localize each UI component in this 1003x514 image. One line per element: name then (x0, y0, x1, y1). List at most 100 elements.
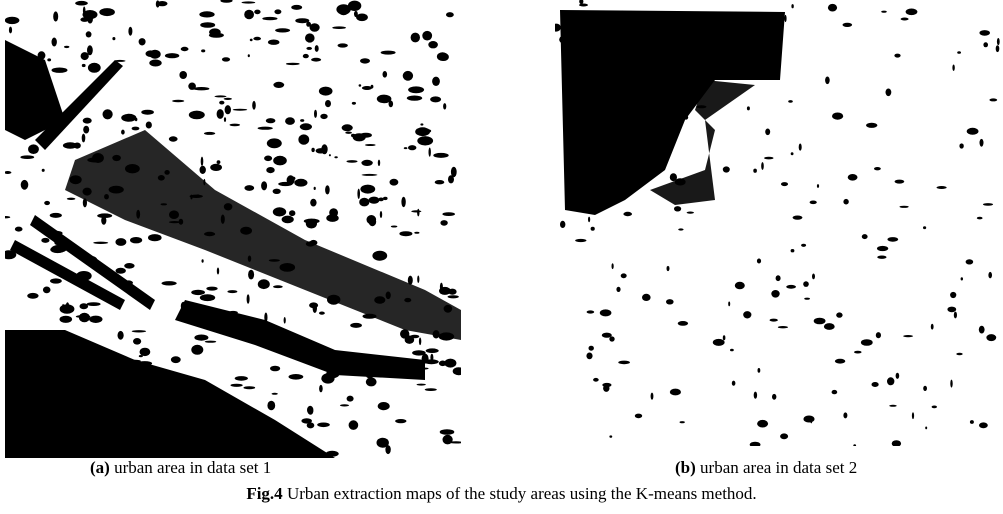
texture-blob (219, 101, 224, 105)
texture-blob (267, 401, 275, 410)
texture-blob (443, 435, 453, 445)
texture-blob (244, 440, 258, 445)
texture-blob (67, 198, 76, 200)
texture-blob (428, 41, 438, 48)
texture-blob (932, 406, 937, 409)
texture-blob (310, 240, 318, 246)
texture-blob (274, 9, 281, 14)
texture-blob (303, 54, 309, 58)
texture-blob (289, 441, 295, 447)
texture-blob (836, 312, 842, 317)
texture-blob (22, 361, 26, 363)
texture-blob (288, 439, 293, 442)
texture-blob (298, 134, 309, 144)
texture-blob (369, 217, 377, 226)
texture-blob (75, 1, 88, 6)
texture-blob (71, 368, 74, 376)
texture-blob (83, 126, 89, 134)
texture-blob (295, 18, 309, 23)
texture-blob (862, 234, 868, 239)
texture-blob (843, 412, 847, 418)
texture-blob (791, 249, 795, 252)
texture-blob (180, 394, 185, 400)
texture-blob (284, 317, 286, 324)
texture-blob (430, 96, 441, 102)
texture-blob (81, 346, 87, 353)
texture-blob (810, 201, 817, 205)
texture-blob (115, 238, 126, 246)
texture-blob (92, 153, 104, 163)
texture-blob (872, 382, 879, 387)
texture-blob (54, 240, 62, 245)
texture-blob (37, 399, 42, 408)
texture-blob (369, 197, 380, 204)
texture-blob (437, 52, 448, 61)
texture-blob (300, 119, 304, 122)
texture-blob (419, 338, 421, 346)
texture-blob (193, 87, 209, 90)
texture-blob (70, 175, 82, 184)
subcaption-label: (a) (90, 458, 110, 477)
texture-blob (253, 37, 261, 41)
texture-blob (112, 155, 121, 161)
texture-blob (825, 77, 830, 85)
texture-blob (214, 95, 226, 97)
texture-blob (651, 393, 654, 400)
texture-blob (854, 351, 862, 354)
texture-blob (27, 293, 38, 299)
texture-blob (132, 127, 140, 131)
texture-blob (200, 22, 215, 28)
texture-blob (20, 155, 34, 159)
texture-blob (876, 332, 881, 338)
texture-blob (319, 385, 323, 392)
texture-blob (290, 177, 296, 181)
texture-blob (956, 353, 962, 356)
texture-blob (415, 127, 430, 136)
texture-blob (225, 434, 230, 440)
texture-blob (164, 170, 169, 175)
texture-blob (758, 368, 761, 373)
texture-blob (269, 259, 280, 262)
texture-blob (206, 287, 217, 291)
figure-label: Fig.4 (246, 484, 282, 503)
texture-blob (128, 27, 132, 36)
texture-blob (440, 429, 455, 435)
texture-blob (743, 311, 751, 318)
texture-blob (268, 40, 280, 45)
texture-blob (374, 296, 385, 304)
texture-blob (866, 123, 877, 128)
texture-blob (83, 188, 92, 196)
texture-blob (408, 86, 424, 93)
texture-blob (801, 244, 806, 247)
texture-blob (316, 148, 326, 153)
texture-blob (776, 275, 781, 281)
texture-blob (764, 157, 773, 160)
texture-blob (446, 12, 454, 17)
texture-blob (791, 152, 794, 155)
texture-blob (124, 280, 133, 285)
texture-blob (129, 360, 141, 363)
texture-blob (342, 124, 353, 131)
texture-blob (581, 201, 591, 207)
texture-blob (372, 251, 387, 261)
texture-blob (285, 117, 295, 125)
texture-blob (425, 388, 437, 391)
texture-blob (399, 231, 412, 236)
page: {"figures": [ {"label": "(a)", "caption"… (0, 0, 1003, 514)
texture-blob (347, 396, 354, 402)
texture-blob (950, 380, 952, 388)
texture-blob (589, 139, 596, 147)
texture-blob (273, 207, 286, 216)
texture-blob (349, 420, 359, 430)
texture-blob (192, 431, 200, 433)
texture-blob (386, 292, 391, 300)
texture-blob (799, 144, 802, 151)
texture-blob (877, 246, 888, 251)
texture-blob (80, 406, 86, 416)
texture-blob (674, 53, 684, 57)
texture-blob (680, 421, 685, 423)
texture-blob (170, 407, 183, 416)
texture-blob (966, 259, 974, 264)
texture-blob (337, 357, 350, 359)
texture-blob (439, 332, 455, 340)
